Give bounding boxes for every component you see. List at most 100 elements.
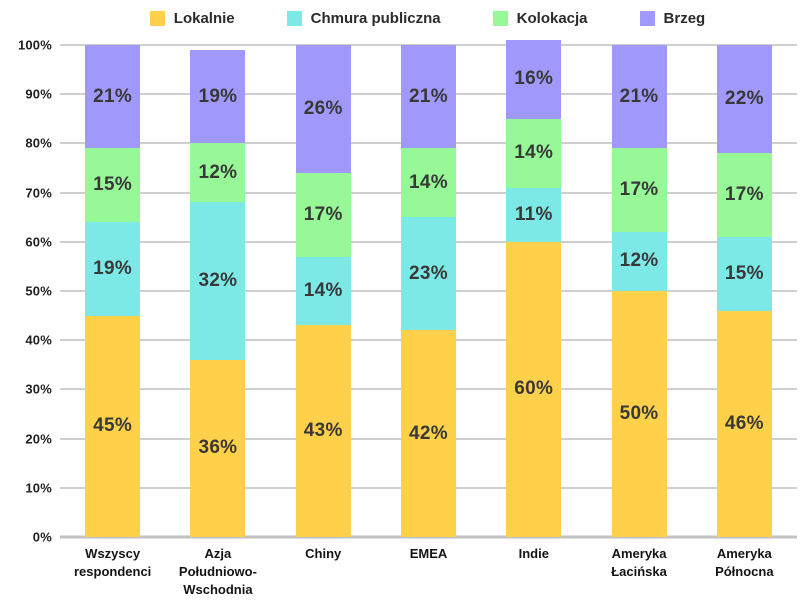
bar-column: 36% 32% 12% 19% [165,45,270,537]
bar-segment-kolokacja: 17% [716,153,772,237]
bar-segment-kolokacja: 17% [611,148,667,232]
bar-column: 45% 19% 15% 21% [60,45,165,537]
bar-2: 43% 14% 17% 26% [295,45,351,537]
legend-label: Brzeg [663,10,706,27]
bar-segment-brzeg: 21% [85,45,141,149]
bar-segment-chmura-publiczna: 14% [295,256,351,326]
bar-segment-lokalnie: 43% [295,325,351,537]
y-tick-label: 30% [25,381,52,397]
y-tick-label: 60% [25,234,52,250]
segment-value-label: 14% [514,142,554,164]
segment-value-label: 14% [409,171,448,193]
segment-value-label: 36% [198,437,238,459]
x-label-2: Chiny [305,546,342,561]
y-tick-label: 40% [25,332,52,348]
y-tick-label: 10% [25,480,52,496]
legend-swatch-lokalnie [149,11,165,26]
y-tick-label: 20% [25,431,52,447]
x-axis: Wszyscy respondenci Azja Południowo- Wsch… [60,545,797,600]
x-label-1: Azja Południowo- Wschodnia [178,546,257,598]
x-label-3: EMEA [409,546,448,561]
segment-value-label: 14% [303,280,343,302]
bar-segment-lokalnie: 46% [716,310,772,537]
segment-value-label: 23% [409,262,448,284]
x-label-6: Ameryka Północna [715,546,774,580]
bar-column: 60% 11% 14% 16% [481,40,586,537]
bar-5: 50% 12% 17% 21% [611,45,667,537]
segment-value-label: 15% [93,174,133,196]
bar-segment-lokalnie: 45% [85,315,141,537]
bar-segment-brzeg: 16% [506,40,562,119]
bar-segment-lokalnie: 36% [190,359,246,537]
segment-value-label: 11% [514,203,553,225]
segment-value-label: 22% [724,88,764,110]
bars: 45% 19% 15% 21% 36% 32% 12% 19% 43% 14% 17% 26% 42% 2… [60,40,797,537]
segment-value-label: 21% [409,85,448,107]
segment-value-label: 60% [514,378,554,400]
bar-segment-chmura-publiczna: 12% [611,231,667,291]
segment-value-label: 21% [619,85,659,107]
bar-segment-brzeg: 22% [716,45,772,154]
bar-segment-chmura-publiczna: 23% [400,217,456,331]
bar-6: 46% 15% 17% 22% [716,45,772,537]
bar-column: 42% 23% 14% 21% [376,45,481,537]
bar-segment-kolokacja: 12% [190,143,246,203]
bar-4: 60% 11% 14% 16% [506,40,562,537]
y-tick-label: 80% [25,135,52,151]
bar-segment-chmura-publiczna: 19% [85,222,141,316]
segment-value-label: 16% [514,68,554,90]
segment-value-label: 17% [619,179,659,201]
y-tick-label: 90% [25,86,52,102]
segment-value-label: 21% [93,85,133,107]
legend-swatch-kolokacja [492,11,508,26]
segment-value-label: 12% [198,161,238,183]
bar-segment-brzeg: 26% [295,45,351,173]
bar-column: 46% 15% 17% 22% [692,45,797,537]
bar-segment-kolokacja: 15% [85,148,141,223]
plot-area: 45% 19% 15% 21% 36% 32% 12% 19% 43% 14% 17% 26% 42% 2… [60,40,797,539]
y-tick-label: 50% [25,283,52,299]
segment-value-label: 19% [198,85,238,107]
bar-column: 50% 12% 17% 21% [586,45,691,537]
bar-segment-brzeg: 19% [190,49,246,144]
segment-value-label: 26% [303,98,343,119]
y-axis: 0% 10% 20% 30% 40% 50% 60% 70% 80% 90% 100% [0,38,52,545]
bar-column: 43% 14% 17% 26% [271,45,376,537]
segment-value-label: 15% [724,262,764,284]
y-tick-label: 100% [17,37,52,53]
segment-value-label: 43% [303,420,343,442]
legend-label: Chmura publiczna [310,10,441,27]
segment-value-label: 12% [619,250,659,272]
segment-value-label: 17% [303,203,343,225]
segment-value-label: 32% [198,270,238,292]
bar-segment-kolokacja: 14% [400,148,456,218]
bar-segment-lokalnie: 50% [611,291,667,537]
bar-segment-lokalnie: 42% [400,330,456,537]
bar-segment-kolokacja: 17% [295,172,351,257]
bar-0: 45% 19% 15% 21% [85,45,141,537]
x-label-0: Wszyscy respondenci [73,546,152,580]
segment-value-label: 19% [93,257,133,279]
legend-label: Kolokacja [516,10,588,27]
bar-segment-lokalnie: 60% [506,241,562,537]
bar-segment-brzeg: 21% [400,45,456,149]
legend-label: Lokalnie [173,10,235,27]
segment-value-label: 17% [724,184,764,206]
bar-segment-chmura-publiczna: 32% [190,202,246,360]
y-tick-label: 70% [25,185,52,201]
bar-segment-chmura-publiczna: 11% [506,187,562,242]
legend-swatch-chmura-publiczna [286,11,302,26]
legend-item-chmura-publiczna: Chmura publiczna [286,10,441,27]
x-label-4: Indie [518,546,549,561]
segment-value-label: 50% [619,403,659,424]
bar-segment-kolokacja: 14% [506,118,562,188]
bar-1: 36% 32% 12% 19% [190,45,246,537]
legend-swatch-brzeg [639,11,655,26]
y-tick-label: 0% [32,529,52,545]
bar-segment-brzeg: 21% [611,45,667,149]
legend: Lokalnie Chmura publiczna Kolokacja Brzeg [60,10,795,27]
bar-segment-chmura-publiczna: 15% [716,236,772,311]
gridline [60,535,797,539]
x-label-5: Ameryka Łacińska [611,546,667,580]
